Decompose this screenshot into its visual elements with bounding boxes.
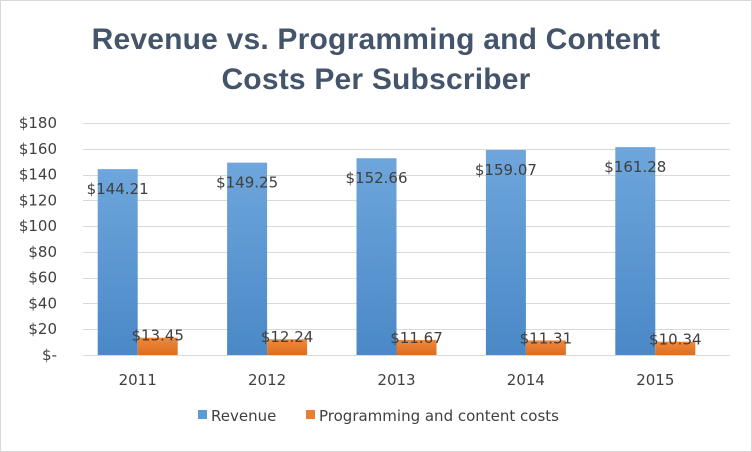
legend-swatch-costs (306, 410, 315, 419)
revenue-label-2012: $149.25 (216, 174, 278, 192)
legend-label-costs: Programming and content costs (319, 407, 559, 425)
cost-bar-2015 (655, 341, 696, 355)
y-tick-label: $160 (19, 140, 57, 158)
cost-label-2011: $13.45 (131, 327, 184, 345)
y-tick-label: $120 (19, 191, 57, 209)
legend-swatch-revenue (198, 410, 207, 419)
revenue-bar-2015 (615, 147, 656, 355)
legend: Revenue Programming and content costs (198, 407, 559, 425)
cost-bar-2013 (396, 339, 437, 355)
data-labels: $144.21 $13.45 $149.25 $12.24 $152.66 $11.67 $… (87, 158, 702, 349)
revenue-bar-2013 (356, 158, 397, 355)
x-tick-label-2011: 2011 (119, 371, 157, 389)
y-tick-label: $60 (28, 269, 57, 287)
revenue-label-2015: $161.28 (604, 158, 666, 176)
y-tick-label: $140 (19, 166, 57, 184)
x-tick-label-2012: 2012 (248, 371, 286, 389)
cost-label-2014: $11.31 (520, 329, 573, 347)
x-tick-label-2015: 2015 (636, 371, 674, 389)
x-tick-label-2014: 2014 (507, 371, 545, 389)
cost-bar-2014 (525, 340, 566, 355)
revenue-bar-2011 (97, 169, 138, 355)
chart-title: Revenue vs. Programming and Content Cost… (0, 20, 752, 100)
chart-title-line-1: Revenue vs. Programming and Content (91, 23, 661, 56)
y-tick-label: $100 (19, 217, 57, 235)
cost-bar-2011 (137, 337, 178, 355)
revenue-label-2014: $159.07 (475, 161, 537, 179)
cost-label-2015: $10.34 (649, 331, 702, 349)
y-tick-label: $- (42, 346, 57, 364)
revenue-label-2013: $152.66 (345, 169, 407, 187)
cost-label-2013: $11.67 (390, 329, 443, 347)
x-axis-ticks: 2011 2012 2013 2014 2015 (119, 371, 675, 389)
x-tick-label-2013: 2013 (377, 371, 415, 389)
y-tick-label: $180 (19, 114, 57, 132)
legend-label-revenue: Revenue (211, 407, 276, 425)
revenue-bar-2014 (485, 149, 526, 355)
y-tick-label: $20 (28, 320, 57, 338)
y-tick-label: $40 (28, 294, 57, 312)
cost-label-2012: $12.24 (261, 328, 314, 346)
revenue-bar-2012 (227, 162, 268, 355)
chart-title-line-2: Costs Per Subscriber (221, 63, 531, 96)
bars (97, 147, 696, 355)
y-tick-label: $80 (28, 243, 57, 261)
cost-bar-2012 (267, 339, 308, 355)
y-axis-ticks: $- $20 $40 $60 $80 $100 $120 $140 $160 $180 (19, 114, 57, 364)
revenue-label-2011: $144.21 (87, 180, 149, 198)
